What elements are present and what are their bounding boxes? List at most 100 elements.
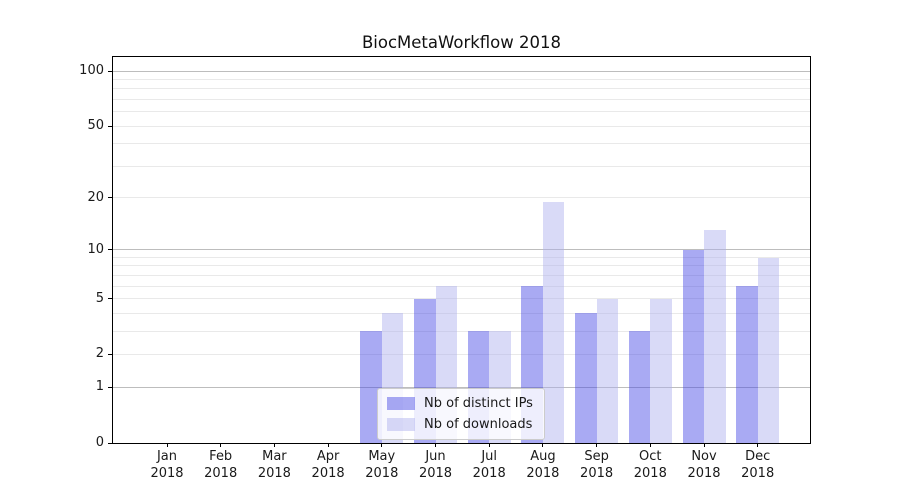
x-tick-label: Nov 2018 [672, 449, 736, 482]
y-tick [108, 298, 112, 300]
legend-label-downloads: Nb of downloads [424, 417, 533, 432]
x-tick-month: Jan [156, 449, 178, 464]
y-gridline-minor [113, 165, 810, 167]
x-tick [542, 443, 544, 447]
y-gridline-minor [113, 143, 810, 145]
x-tick-month: Apr [316, 449, 340, 464]
legend-swatch-distinct-ips [387, 397, 415, 410]
x-tick-label: Oct 2018 [618, 449, 682, 482]
x-tick-year: 2018 [257, 465, 291, 481]
bar-downloads [757, 257, 780, 443]
bar-downloads [704, 230, 726, 443]
legend-item-downloads: Nb of downloads [387, 417, 533, 432]
x-tick-year: 2018 [741, 465, 775, 481]
y-gridline-minor [113, 298, 810, 300]
x-tick [381, 443, 383, 447]
x-tick-month: Mar [262, 449, 287, 464]
y-gridline-minor [113, 99, 810, 101]
y-gridline-minor [113, 265, 810, 267]
x-tick-label: Sep 2018 [565, 449, 629, 482]
y-gridline-minor [113, 79, 810, 81]
y-tick [108, 353, 112, 355]
x-tick [435, 443, 436, 447]
x-tick [220, 443, 222, 447]
x-tick [649, 443, 651, 447]
x-tick-year: 2018 [365, 465, 399, 481]
x-tick-label: Jul 2018 [457, 449, 521, 482]
y-tick [108, 125, 112, 127]
x-tick [488, 443, 490, 447]
x-tick-label: Mar 2018 [242, 449, 306, 482]
y-tick-label: 100 [79, 63, 104, 79]
x-tick-label: Aug 2018 [511, 449, 575, 482]
y-gridline-major [113, 249, 810, 251]
y-tick-label: 2 [95, 346, 104, 362]
legend: Nb of distinct IPs Nb of downloads [377, 388, 545, 440]
y-gridline-minor [113, 274, 810, 276]
y-tick-label: 0 [95, 435, 104, 450]
x-tick-month: May [368, 449, 396, 464]
bar-distinct-ips [575, 313, 597, 443]
y-tick [108, 249, 112, 251]
x-tick-label: Dec 2018 [726, 449, 790, 482]
x-tick-month: Jun [425, 449, 446, 464]
y-tick-label: 10 [87, 241, 104, 257]
x-tick-year: 2018 [150, 465, 184, 481]
x-tick-month: Jul [481, 449, 498, 464]
x-tick-year: 2018 [204, 465, 238, 481]
y-tick [108, 442, 112, 444]
legend-item-distinct-ips: Nb of distinct IPs [387, 396, 533, 411]
x-tick-label: Apr 2018 [296, 449, 360, 482]
chart-title: BiocMetaWorkflow 2018 [361, 33, 562, 52]
y-gridline-minor [113, 257, 810, 258]
bar-downloads [650, 298, 672, 443]
y-gridline-minor [113, 312, 810, 314]
y-gridline-minor [113, 330, 810, 332]
x-tick-month: Nov [691, 449, 717, 464]
y-tick [108, 197, 112, 199]
y-gridline-minor [113, 111, 810, 113]
x-tick [703, 443, 705, 447]
y-tick-label: 20 [87, 189, 104, 205]
bar-distinct-ips [682, 249, 704, 443]
bar-distinct-ips [736, 286, 758, 443]
x-tick-label: Feb 2018 [189, 449, 253, 482]
x-tick-year: 2018 [472, 465, 506, 481]
x-tick-year: 2018 [633, 465, 667, 481]
bar-distinct-ips [360, 331, 382, 443]
y-tick [108, 386, 112, 388]
y-gridline-minor [113, 88, 810, 90]
x-tick-month: Feb [209, 449, 233, 464]
y-gridline-minor [113, 353, 810, 355]
x-tick-year: 2018 [526, 465, 560, 481]
plot-area: Nb of distinct IPs Nb of downloads [112, 56, 811, 444]
x-tick [327, 443, 329, 447]
bar-distinct-ips [628, 331, 651, 443]
x-tick [273, 443, 275, 447]
x-tick [166, 443, 168, 447]
y-gridline-minor [113, 125, 810, 127]
y-gridline-minor [113, 197, 810, 199]
legend-label-distinct-ips: Nb of distinct IPs [424, 396, 533, 411]
legend-swatch-downloads [387, 418, 415, 431]
bar-downloads [542, 201, 565, 443]
y-tick-label: 50 [87, 118, 104, 134]
y-gridline-minor [113, 285, 810, 287]
y-tick [108, 70, 112, 72]
y-tick-label: 5 [95, 290, 104, 306]
x-tick-year: 2018 [418, 465, 453, 481]
y-tick-label: 1 [95, 379, 104, 395]
x-tick-year: 2018 [580, 465, 614, 481]
bar-downloads [596, 298, 619, 443]
x-tick [757, 443, 759, 447]
y-gridline-major [113, 386, 810, 388]
x-tick-year: 2018 [311, 465, 345, 481]
x-tick-year: 2018 [687, 465, 721, 481]
x-tick-label: Jan 2018 [135, 449, 199, 482]
x-tick-month: Aug [530, 449, 556, 464]
x-tick-label: Jun 2018 [404, 449, 468, 482]
x-tick-month: Dec [745, 449, 771, 464]
x-tick [596, 443, 598, 447]
y-gridline-major [113, 70, 810, 72]
